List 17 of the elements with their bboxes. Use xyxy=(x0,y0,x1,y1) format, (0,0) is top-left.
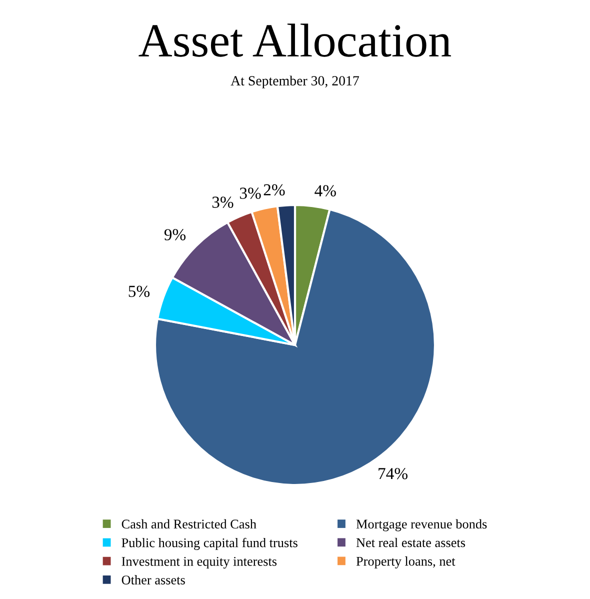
data-label: 4% xyxy=(314,185,336,196)
legend-label: Other assets xyxy=(122,575,185,584)
legend-label: Property loans, net xyxy=(356,556,456,568)
legend-label: Net real estate assets xyxy=(356,538,466,548)
data-label: 3% xyxy=(240,188,261,199)
pie-slice xyxy=(154,208,436,486)
data-label: 9% xyxy=(164,229,186,240)
data-label: 74% xyxy=(378,468,408,480)
legend-label: Cash and Restricted Cash xyxy=(122,519,256,529)
data-label: 5% xyxy=(128,286,150,298)
legend-label: Public housing capital fund trusts xyxy=(122,538,298,550)
chart-title: Asset Allocation xyxy=(138,24,452,57)
legend-label: Mortgage revenue bonds xyxy=(356,519,487,532)
data-label: 3% xyxy=(212,196,234,208)
data-label: 2% xyxy=(264,184,285,196)
chart-subtitle: At September 30, 2017 xyxy=(230,76,360,88)
legend-label: Investment in equity interests xyxy=(122,556,277,569)
